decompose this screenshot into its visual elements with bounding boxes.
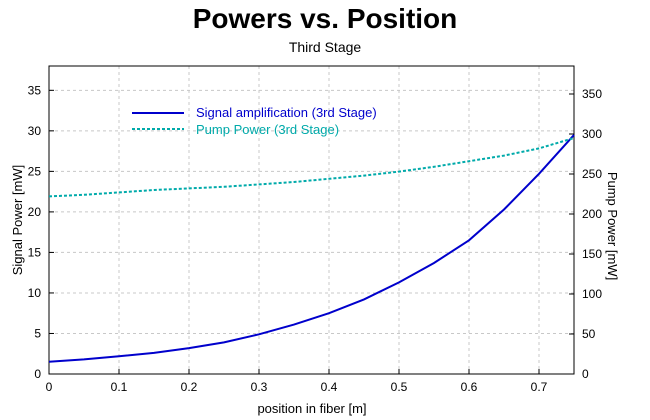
plot-area <box>48 65 575 375</box>
y-right-tick-label: 150 <box>582 247 602 261</box>
legend-label-pump: Pump Power (3rd Stage) <box>196 122 339 137</box>
chart-title: Powers vs. Position <box>193 3 458 34</box>
y-left-tick-label: 10 <box>28 286 42 300</box>
y-left-tick-label: 35 <box>28 83 42 97</box>
x-tick-label: 0.3 <box>251 380 268 394</box>
x-tick-label: 0.4 <box>321 380 338 394</box>
x-tick-label: 0.6 <box>461 380 478 394</box>
y-axis-left: 0 5 10 15 20 25 30 35 <box>28 83 54 381</box>
x-tick-label: 0.7 <box>531 380 548 394</box>
legend: Signal amplification (3rd Stage) Pump Po… <box>132 105 377 137</box>
x-tick-label: 0.1 <box>111 380 128 394</box>
y-axis-right-label: Pump Power [mW] <box>605 172 620 280</box>
y-left-tick-label: 0 <box>34 367 41 381</box>
series-line-pump <box>48 137 575 198</box>
x-tick-label: 0.2 <box>181 380 198 394</box>
x-axis: 0 0.1 0.2 0.3 0.4 0.5 0.6 0.7 <box>46 369 548 394</box>
y-left-tick-label: 15 <box>28 245 42 259</box>
y-right-tick-label: 50 <box>582 327 596 341</box>
y-axis-left-label: Signal Power [mW] <box>10 165 25 276</box>
y-left-tick-label: 30 <box>28 124 42 138</box>
chart-subtitle: Third Stage <box>289 39 362 55</box>
series-line-signal <box>48 134 575 363</box>
x-tick-label: 0.5 <box>391 380 408 394</box>
y-right-tick-label: 350 <box>582 87 602 101</box>
legend-label-signal: Signal amplification (3rd Stage) <box>196 105 377 120</box>
y-axis-right: 0 50 100 150 200 250 300 350 <box>569 87 602 381</box>
y-right-tick-label: 250 <box>582 167 602 181</box>
y-left-tick-label: 5 <box>34 326 41 340</box>
series-lines <box>48 134 575 363</box>
y-right-tick-label: 0 <box>582 367 589 381</box>
y-left-tick-label: 20 <box>28 205 42 219</box>
x-tick-label: 0 <box>46 380 53 394</box>
x-axis-label: position in fiber [m] <box>257 401 366 416</box>
y-right-tick-label: 300 <box>582 127 602 141</box>
y-right-tick-label: 200 <box>582 207 602 221</box>
y-left-tick-label: 25 <box>28 164 42 178</box>
y-right-tick-label: 100 <box>582 287 602 301</box>
